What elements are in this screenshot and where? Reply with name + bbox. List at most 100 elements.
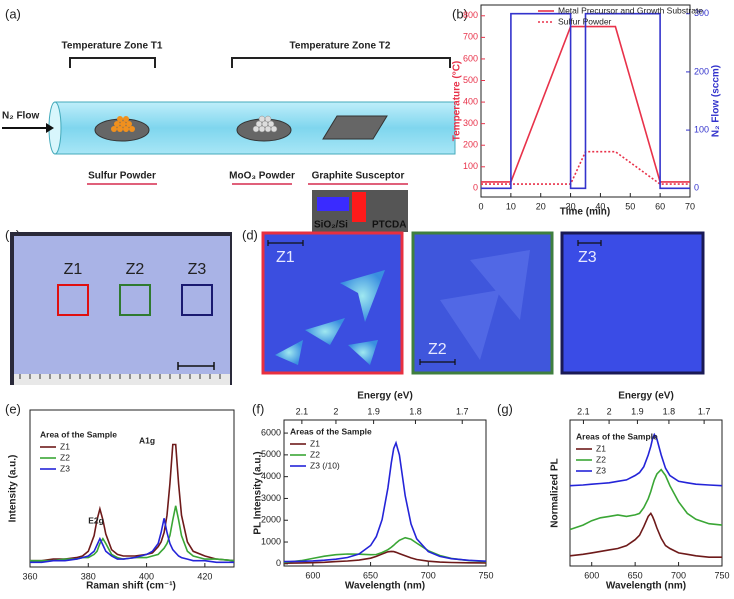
x2-tick-label: 2.1	[296, 406, 309, 416]
y-tick-label: 700	[463, 32, 478, 42]
x2-tick-label: 2.1	[577, 406, 590, 416]
x-tick-label: 750	[478, 570, 493, 580]
annotation: E2g	[88, 515, 104, 525]
panel-a: (a) Temperature Zone T1 Temperature Zone…	[2, 6, 456, 232]
panel-label: (f)	[252, 401, 264, 416]
legend-entry: Metal Precursor and Growth Substrate	[558, 5, 703, 15]
x-tick-label: 700	[421, 570, 436, 580]
scale-bar	[177, 362, 215, 370]
legend-entry: Sulfur Powder	[558, 16, 612, 26]
series-line	[30, 518, 234, 564]
series-line	[481, 12, 690, 190]
x2-tick-label: 1.8	[409, 406, 422, 416]
legend-title: Areas of the Sample	[576, 431, 658, 441]
panel-label: (g)	[497, 401, 513, 416]
x2-axis-label: Energy (eV)	[357, 391, 413, 402]
legend-entry: Z1	[310, 438, 320, 448]
x-tick-label: 60	[655, 201, 665, 211]
x-tick-label: 650	[628, 570, 643, 580]
x-axis-label: Wavelength (nm)	[606, 581, 686, 592]
y-tick-label: 4000	[261, 471, 281, 481]
y-tick-label: 1000	[261, 536, 281, 546]
x2-tick-label: 2	[607, 406, 612, 416]
x-tick-label: 10	[506, 201, 516, 211]
x2-tick-label: 1.7	[456, 406, 469, 416]
x-tick-label: 700	[671, 570, 686, 580]
zone-box	[119, 284, 151, 316]
panel-label: (d)	[242, 227, 258, 242]
zone-label: Z2	[428, 341, 447, 358]
ruler-ticks	[19, 374, 221, 379]
y2-tick-label: 100	[694, 124, 709, 134]
y-tick-label: 2000	[261, 515, 281, 525]
y-tick-label: 0	[473, 183, 478, 193]
x2-tick-label: 1.8	[663, 406, 676, 416]
y2-tick-label: 200	[694, 66, 709, 76]
series-line	[481, 150, 690, 185]
plot-frame	[29, 409, 235, 568]
x-tick-label: 0	[478, 201, 483, 211]
zone-label: Z2	[126, 261, 145, 278]
y-tick-label: 800	[463, 10, 478, 20]
sulfur-pile	[111, 116, 135, 132]
x-tick-label: 360	[22, 571, 37, 581]
y-tick-label: 3000	[261, 493, 281, 503]
panel-d: (d) Z1 Z2 Z3	[242, 227, 705, 375]
y-axis-label: PL Intensity (a.u.)	[253, 451, 264, 534]
x-tick-label: 50	[625, 201, 635, 211]
x-tick-label: 20	[536, 201, 546, 211]
substrate-block	[317, 197, 349, 211]
y-axis-label: Normalized PL	[550, 458, 561, 527]
legend-entry: Z2	[310, 449, 320, 459]
series-line	[30, 505, 235, 562]
y-axis-label: Temperature (°C)	[452, 61, 463, 142]
series-line	[569, 512, 722, 558]
x-tick-label: 30	[566, 201, 576, 211]
y-tick-label: 400	[463, 96, 478, 106]
series-line	[283, 440, 487, 563]
x-tick-label: 70	[685, 201, 695, 211]
x-tick-label: 420	[197, 571, 212, 581]
y2-tick-label: 0	[694, 183, 699, 193]
legend-entry: Z3 (/10)	[310, 460, 340, 470]
x-tick-label: 40	[595, 201, 605, 211]
legend-title: Areas of the Sample	[290, 426, 372, 436]
susceptor-label: Graphite Susceptor	[312, 171, 405, 182]
flakes	[275, 270, 385, 365]
arrow-head	[46, 123, 54, 133]
x2-axis-label: Energy (eV)	[618, 391, 674, 402]
series-line	[569, 468, 723, 531]
y-tick-label: 6000	[261, 427, 281, 437]
zone-label: Temperature Zone T2	[290, 41, 391, 52]
ptcda-block	[352, 192, 366, 222]
y2-tick-label: 300	[694, 8, 709, 18]
zone-label: Z1	[64, 261, 83, 278]
legend-entry: Z1	[60, 441, 70, 451]
plot-frame	[480, 4, 691, 198]
x-tick-label: 400	[139, 571, 154, 581]
series-line	[481, 25, 690, 183]
zone-label: Z1	[276, 249, 295, 266]
zone-box	[181, 284, 213, 316]
panel-label: (b)	[452, 6, 468, 21]
plot-frame	[569, 419, 723, 567]
x-tick-label: 380	[81, 571, 96, 581]
zone-box	[57, 284, 89, 316]
x-tick-label: 650	[363, 570, 378, 580]
legend-entry: Z3	[60, 463, 70, 473]
legend-entry: Z2	[60, 452, 70, 462]
sulfur-label: Sulfur Powder	[88, 171, 156, 182]
moo3-label: MoO₃ Powder	[229, 171, 295, 182]
y-tick-label: 200	[463, 140, 478, 150]
y-tick-label: 500	[463, 75, 478, 85]
series-line	[569, 432, 723, 487]
annotation: A1g	[139, 435, 155, 445]
x2-tick-label: 1.9	[631, 406, 644, 416]
legend-title: Area of the Sample	[40, 429, 117, 439]
x-axis-label: Time (min)	[560, 207, 610, 218]
x-axis-label: Wavelength (nm)	[345, 581, 425, 592]
zone-label: Temperature Zone T1	[62, 41, 163, 52]
ptcda-label: PTCDA	[372, 220, 406, 231]
scale-bars	[267, 240, 602, 365]
